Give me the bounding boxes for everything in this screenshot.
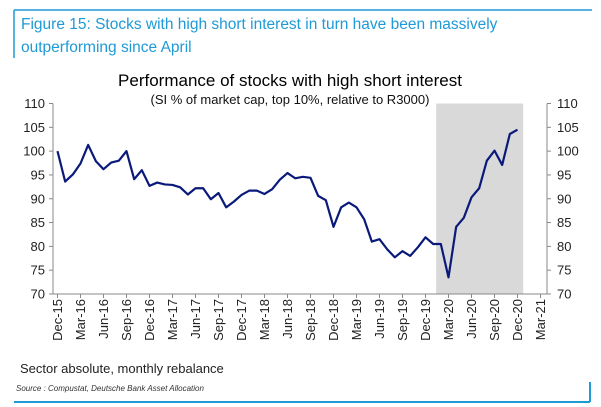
x-tick-label: Jun-20 — [464, 299, 479, 339]
x-tick-label: Jun-19 — [372, 299, 387, 339]
right-y-tick-label: 70 — [557, 287, 571, 302]
right-y-tick-label: 110 — [557, 96, 578, 111]
x-tick-label: Mar-20 — [441, 299, 456, 340]
x-tick-label: Mar-21 — [533, 299, 548, 340]
right-y-tick-label: 105 — [557, 120, 579, 135]
x-tick-label: Dec-19 — [418, 299, 433, 341]
x-tick-label: Mar-18 — [257, 299, 272, 340]
y-tick-label: 85 — [31, 215, 45, 230]
x-tick-label: Mar-19 — [349, 299, 364, 340]
x-tick-label: Dec-15 — [50, 299, 65, 341]
y-tick-label: 70 — [31, 287, 45, 302]
right-y-tick-label: 75 — [557, 263, 571, 278]
y-tick-label: 75 — [31, 263, 45, 278]
x-tick-label: Mar-16 — [73, 299, 88, 340]
x-tick-label: Sep-18 — [303, 299, 318, 341]
x-tick-label: Dec-17 — [234, 299, 249, 341]
x-tick-label: Dec-18 — [326, 299, 341, 341]
data-points — [57, 129, 518, 278]
x-tick-label: Dec-16 — [142, 299, 157, 341]
x-tick-label: Sep-19 — [395, 299, 410, 341]
source-text: Source : Compustat, Deutsche Bank Asset … — [16, 384, 204, 393]
right-y-tick-label: 80 — [557, 239, 571, 254]
right-y-tick-label: 90 — [557, 191, 571, 206]
y-tick-labels: 70 75 80 85 90 95 100 105 110 70 75 80 85 90 95 100 105 1… — [23, 96, 578, 302]
y-tick-label: 105 — [23, 120, 45, 135]
right-y-tick-label: 100 — [557, 144, 579, 159]
x-tick-label: Dec-20 — [510, 299, 525, 341]
x-tick-label: Sep-20 — [487, 299, 502, 341]
figure-frame — [13, 9, 592, 403]
right-y-tick-label: 95 — [557, 167, 571, 182]
y-tick-label: 95 — [31, 167, 45, 182]
axes — [49, 103, 551, 298]
y-tick-label: 80 — [31, 239, 45, 254]
figure-caption-line2: outperforming since April — [21, 39, 192, 56]
x-tick-label: Sep-17 — [211, 299, 226, 341]
x-tick-label: Jun-18 — [280, 299, 295, 339]
x-tick-label: Mar-17 — [165, 299, 180, 340]
chart-title: Performance of stocks with high short in… — [118, 71, 462, 90]
x-tick-label: Sep-16 — [119, 299, 134, 341]
x-tick-labels: Dec-15 Mar-16 Jun-16 Sep-16 Dec-16 Mar-17 Jun-… — [50, 299, 548, 341]
x-tick-label: Jun-17 — [188, 299, 203, 339]
y-tick-label: 100 — [23, 144, 45, 159]
y-tick-label: 110 — [24, 96, 45, 111]
right-y-tick-label: 85 — [557, 215, 571, 230]
chart-note: Sector absolute, monthly rebalance — [20, 361, 224, 376]
chart-subtitle: (SI % of market cap, top 10%, relative t… — [151, 92, 430, 107]
x-tick-label: Jun-16 — [96, 299, 111, 339]
y-tick-label: 90 — [31, 191, 45, 206]
figure-caption-line1: Figure 15: Stocks with high short intere… — [21, 16, 498, 33]
